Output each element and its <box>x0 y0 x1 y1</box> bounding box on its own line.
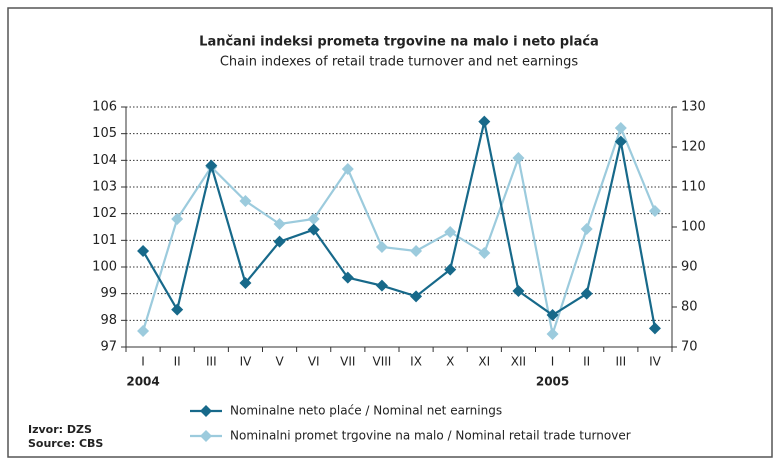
marker <box>375 241 388 253</box>
marker <box>410 245 423 257</box>
marker <box>478 247 491 259</box>
x-tick-label: IX <box>410 355 422 369</box>
marker <box>171 303 184 316</box>
y-tick-label: 105 <box>92 126 117 141</box>
y-tick-label: 101 <box>92 233 117 248</box>
marker <box>307 223 320 236</box>
y2-tick-label: 120 <box>681 140 706 155</box>
x-tick-label: X <box>446 355 454 369</box>
x-tick-label: V <box>275 355 284 369</box>
marker <box>375 279 388 292</box>
frame <box>7 7 773 458</box>
year-label: 2004 <box>126 375 159 389</box>
source: Izvor: DZS <box>28 423 92 436</box>
series-line <box>142 124 656 339</box>
x-tick-label: VIII <box>373 355 392 369</box>
x-tick-label: III <box>616 355 627 369</box>
marker <box>410 290 423 303</box>
x-tick-label: VI <box>308 355 320 369</box>
y2-tick-label: 80 <box>681 300 698 315</box>
series-line <box>142 121 657 329</box>
marker <box>478 115 491 128</box>
x-tick-label: I <box>551 355 555 369</box>
y-tick-label: 103 <box>92 180 117 195</box>
y-tick-label: 99 <box>100 286 117 301</box>
chart-subtitle: Chain indexes of retail trade turnover a… <box>220 55 579 70</box>
marker <box>273 235 286 248</box>
marker <box>546 309 559 321</box>
marker <box>580 223 593 235</box>
marker <box>648 205 661 217</box>
marker <box>444 263 457 276</box>
x-tick-label: I <box>141 355 145 369</box>
legend-label: Nominalne neto plaće / Nominal net earni… <box>230 404 502 418</box>
marker <box>273 218 286 230</box>
x-tick-label: VII <box>340 355 355 369</box>
y-tick-label: 97 <box>100 340 117 355</box>
x-tick-label: IV <box>649 355 662 369</box>
marker <box>614 122 627 134</box>
y-tick-label: 102 <box>92 206 117 221</box>
marker <box>239 195 252 207</box>
marker <box>614 135 627 148</box>
source: Source: CBS <box>28 437 103 450</box>
y-tick-label: 106 <box>92 100 117 115</box>
x-tick-label: IV <box>240 355 253 369</box>
marker <box>137 245 150 257</box>
x-tick-label: II <box>174 355 181 369</box>
marker <box>171 213 184 225</box>
marker <box>341 163 354 175</box>
marker <box>512 152 525 164</box>
chart-title: Lančani indeksi prometa trgovine na malo… <box>199 35 599 50</box>
y2-tick-label: 110 <box>681 180 706 195</box>
year-label: 2005 <box>536 375 569 389</box>
marker <box>307 213 320 225</box>
legend-label: Nominalni promet trgovine na malo / Nomi… <box>230 429 631 443</box>
y2-tick-label: 90 <box>681 260 698 275</box>
legend-marker <box>200 430 212 442</box>
y-tick-label: 98 <box>100 313 117 328</box>
marker <box>239 277 252 289</box>
marker <box>205 159 218 172</box>
y2-tick-label: 130 <box>681 100 706 115</box>
y-tick-label: 104 <box>92 153 117 168</box>
x-tick-label: XI <box>478 355 490 369</box>
marker <box>512 285 525 297</box>
y2-tick-label: 70 <box>681 340 698 355</box>
marker <box>648 322 661 335</box>
x-tick-label: III <box>206 355 217 369</box>
marker <box>580 287 593 300</box>
marker <box>341 271 354 284</box>
marker <box>444 226 457 238</box>
legend-marker <box>200 405 212 417</box>
y-tick-label: 100 <box>92 260 117 275</box>
x-tick-label: II <box>583 355 590 369</box>
y2-tick-label: 100 <box>681 220 706 235</box>
x-tick-label: XII <box>511 355 526 369</box>
marker <box>546 328 559 340</box>
marker <box>137 325 150 337</box>
